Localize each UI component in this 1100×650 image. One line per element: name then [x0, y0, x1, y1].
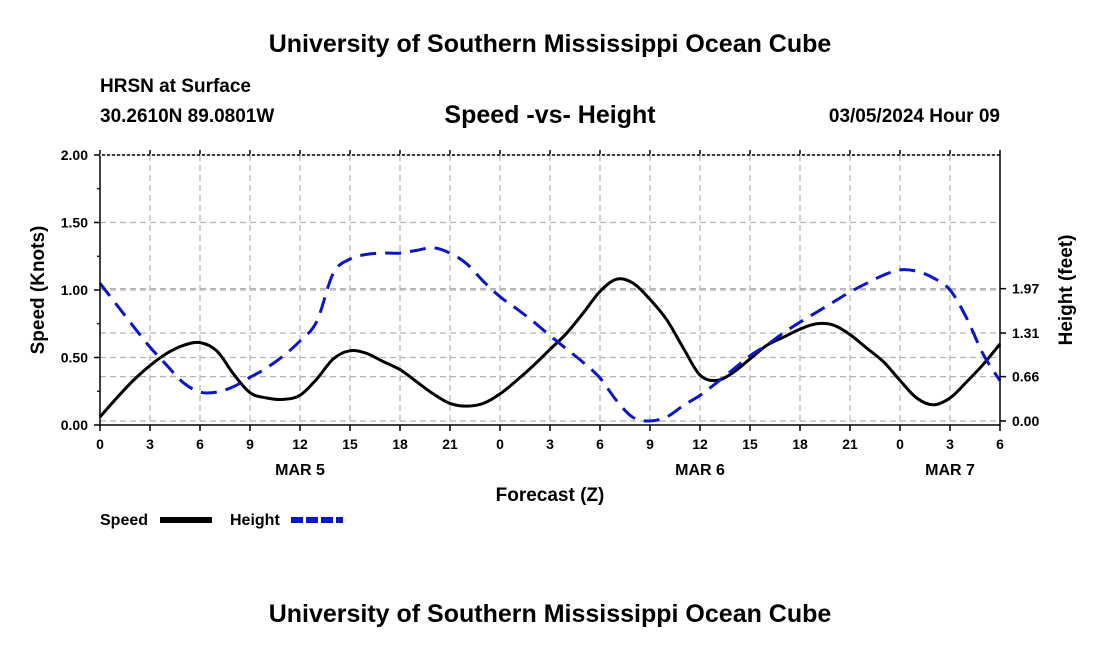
x-tick-label: 9: [646, 436, 654, 452]
legend-label-speed: Speed: [100, 512, 148, 529]
station-name: HRSN at Surface: [100, 76, 251, 97]
legend-label-height: Height: [230, 512, 280, 529]
station-coords: 30.2610N 89.0801W: [100, 106, 275, 127]
series-layer: [98, 246, 1002, 423]
y-left-tick-label: 2.00: [61, 147, 88, 163]
x-tick-label: 21: [442, 436, 458, 452]
x-tick-label: 0: [96, 436, 104, 452]
y-right-tick-label: 1.31: [1012, 325, 1039, 341]
series-line-speed: [98, 277, 1002, 418]
x-tick-label: 3: [946, 436, 954, 452]
y-right-tick-label: 0.66: [1012, 369, 1039, 385]
y-left-tick-label: 0.00: [61, 417, 88, 433]
x-tick-label: 0: [896, 436, 904, 452]
y-left-axis-title: Speed (Knots): [28, 226, 49, 355]
x-tick-label: 12: [292, 436, 308, 452]
y-left-tick-label: 1.00: [61, 282, 88, 298]
x-tick-label: 3: [546, 436, 554, 452]
date-label: MAR 5: [275, 462, 325, 479]
x-tick-label: 6: [596, 436, 604, 452]
footer-title: University of Southern Mississippi Ocean…: [268, 600, 832, 628]
date-label: MAR 6: [675, 462, 725, 479]
x-tick-label: 9: [246, 436, 254, 452]
x-tick-label: 15: [342, 436, 358, 452]
x-tick-label: 12: [692, 436, 708, 452]
y-right-tick-label: 0.00: [1012, 413, 1039, 429]
chart-date: 03/05/2024 Hour 09: [828, 106, 1000, 127]
x-tick-label: 3: [146, 436, 154, 452]
x-tick-label: 18: [792, 436, 808, 452]
x-tick-label: 18: [392, 436, 408, 452]
x-tick-label: 6: [996, 436, 1004, 452]
y-right-axis-title: Height (feet): [1056, 235, 1077, 346]
main-title: University of Southern Mississippi Ocean…: [268, 30, 832, 58]
y-right-tick-label: 1.97: [1012, 281, 1039, 297]
x-tick-label: 15: [742, 436, 758, 452]
series-line-height: [98, 246, 1002, 423]
grid-layer: [100, 155, 1000, 425]
y-left-tick-label: 0.50: [61, 350, 88, 366]
y-left-tick-label: 1.50: [61, 215, 88, 231]
x-axis-title: Forecast (Z): [496, 485, 605, 506]
x-tick-label: 21: [842, 436, 858, 452]
legend: Speed Height: [100, 512, 343, 529]
date-label: MAR 7: [925, 462, 975, 479]
axis-layer: 0 3 6 9 12 15 18 21 0 3 6 9 12 15 18 21 0 3 6 MAR 5 MAR 6 MAR…: [28, 147, 1077, 506]
chart-title: Speed -vs- Height: [444, 101, 656, 129]
x-tick-label: 6: [196, 436, 204, 452]
x-tick-label: 0: [496, 436, 504, 452]
